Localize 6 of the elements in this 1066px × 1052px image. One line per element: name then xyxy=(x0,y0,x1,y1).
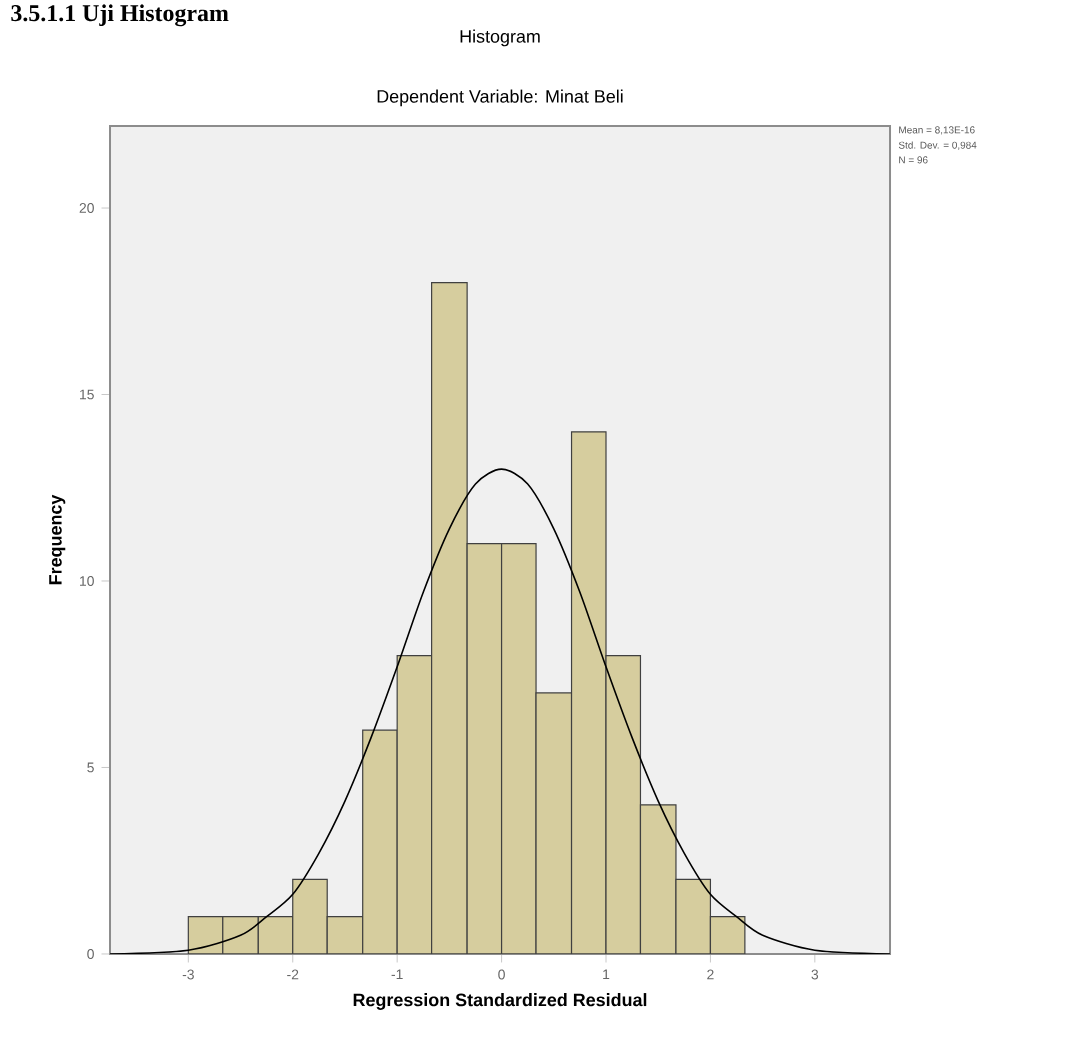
y-axis-title: Frequency xyxy=(49,494,66,585)
chart-subtitle: Dependent Variable: Minat Beli xyxy=(377,89,623,107)
x-axis-title: Regression Standardized Residual xyxy=(353,993,647,1010)
line-series xyxy=(110,468,891,954)
text: 3.5.1.1 Uji Histogram xyxy=(11,4,229,27)
chart-title: Histogram xyxy=(460,29,540,47)
